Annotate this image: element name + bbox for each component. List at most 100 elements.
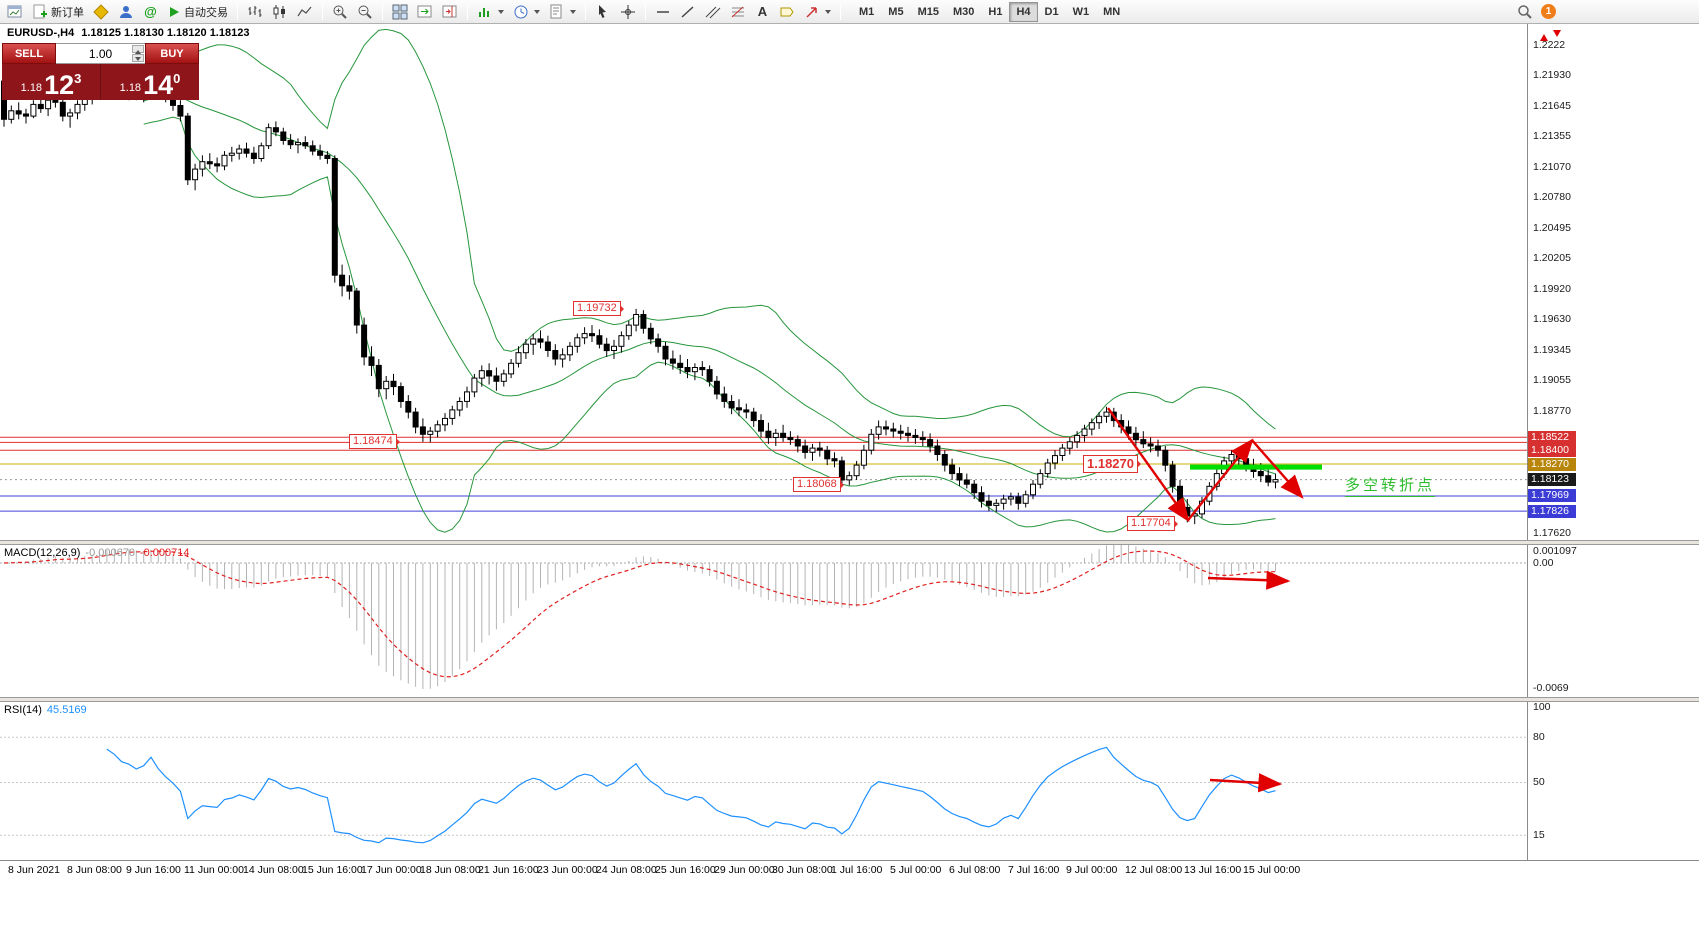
macd-panel[interactable]: MACD(12,26,9) -0.000670 -0.000714	[0, 545, 1527, 697]
price-marker: 1.17826	[1528, 505, 1576, 518]
volume-down-button[interactable]	[132, 54, 144, 62]
zoom-out-button[interactable]	[353, 1, 377, 22]
autotrading-button[interactable]: 自动交易	[163, 1, 232, 22]
new-order-button[interactable]: 新订单	[28, 1, 88, 22]
axis-label: 15	[1533, 829, 1545, 841]
axis-label: 80	[1533, 731, 1545, 743]
macd-main-value: -0.000670	[85, 547, 135, 559]
axis-label: 1.19055	[1533, 374, 1571, 386]
new-chart-icon	[7, 5, 22, 17]
timeframe-button-w1[interactable]: W1	[1072, 5, 1090, 18]
rsi-panel[interactable]: RSI(14) 45.5169	[0, 702, 1527, 860]
bid-price: 1.18 12 3	[20, 70, 82, 100]
price-axis[interactable]: 1.2222 1.21930 1.21645 1.21355 1.21070 1.2078…	[1527, 24, 1699, 878]
rsi-canvas[interactable]	[0, 702, 1527, 860]
bar-chart-button[interactable]	[243, 1, 267, 22]
scroll-up-icon[interactable]	[1540, 30, 1548, 41]
profile-button[interactable]	[114, 1, 138, 22]
time-axis-label: 9 Jun 16:00	[126, 864, 181, 876]
timeframe-button-d1[interactable]: D1	[1044, 5, 1059, 18]
axis-label: 1.21645	[1533, 100, 1571, 112]
axis-label: 1.19345	[1533, 344, 1571, 356]
toolbar: 新订单 @ 自动交易	[0, 0, 1699, 24]
volume-up-button[interactable]	[132, 45, 144, 54]
volume-input[interactable]: 1.00	[56, 43, 145, 64]
price-chart-panel[interactable]: EURUSD-,H4 1.18125 1.18130 1.18120 1.1812…	[0, 24, 1527, 540]
clock-icon	[514, 5, 528, 18]
tile-windows-button[interactable]	[388, 1, 412, 22]
new-chart-button[interactable]	[3, 1, 27, 22]
arrows-tool-button[interactable]	[800, 1, 835, 22]
bid-ask-display: 1.18 12 3 1.18 14 0	[2, 64, 199, 100]
time-axis-label: 9 Jul 00:00	[1066, 864, 1118, 876]
timeframe-button-m1[interactable]: M1	[859, 5, 875, 18]
indicators-icon	[479, 7, 489, 17]
chart-shift-button[interactable]	[438, 1, 462, 22]
time-axis-label: 8 Jun 2021	[8, 864, 60, 876]
time-axis-label: 15 Jul 00:00	[1243, 864, 1301, 876]
candlestick-icon	[273, 4, 285, 19]
crosshair-tool-button[interactable]	[616, 1, 640, 22]
text-tool-button[interactable]: A	[751, 1, 774, 22]
toolbar-separator	[840, 3, 841, 20]
mailbox-button[interactable]: @	[139, 1, 162, 22]
periods-menu-button[interactable]	[509, 1, 544, 22]
fibonacci-tool-button[interactable]	[726, 1, 750, 22]
rsi-annotation-arrow	[1209, 773, 1283, 793]
turning-point-annotation: 多空转折点	[1345, 474, 1436, 497]
price-chart-canvas[interactable]	[0, 24, 1527, 540]
person-icon	[120, 5, 132, 18]
line-chart-icon	[297, 6, 312, 16]
timeframe-button-m5[interactable]: M5	[888, 5, 904, 18]
scale-scroll-arrows[interactable]	[1540, 30, 1561, 41]
buy-button[interactable]: BUY	[145, 43, 199, 64]
panel-separator[interactable]	[0, 697, 1699, 702]
search-icon[interactable]	[1517, 4, 1533, 20]
templates-menu-button[interactable]	[545, 1, 580, 22]
toolbar-separator	[382, 3, 383, 20]
zoom-out-icon	[358, 5, 372, 19]
macd-histogram	[10, 545, 1276, 689]
axis-label: 1.20205	[1533, 252, 1571, 264]
line-chart-button[interactable]	[293, 1, 317, 22]
time-axis[interactable]: 8 Jun 2021 8 Jun 08:00 9 Jun 16:00 11 Jun 0…	[0, 860, 1699, 878]
timeframe-button-mn[interactable]: MN	[1103, 5, 1121, 18]
trendline-tool-button[interactable]	[676, 1, 700, 22]
time-axis-label: 24 Jun 08:00	[596, 864, 657, 876]
hline-tool-button[interactable]	[651, 1, 675, 22]
timeframe-button-h4[interactable]: H4	[1009, 1, 1038, 22]
rsi-levels	[0, 736, 1527, 836]
chevron-down-icon	[534, 10, 540, 17]
zoom-in-button[interactable]	[328, 1, 352, 22]
rsi-label: RSI(14) 45.5169	[4, 704, 87, 716]
channel-icon	[705, 6, 721, 18]
cursor-tool-button[interactable]	[591, 1, 615, 22]
channel-tool-button[interactable]	[701, 1, 725, 22]
chart-title: EURUSD-,H4 1.18125 1.18130 1.18120 1.1812…	[7, 27, 249, 39]
timeframe-button-m15[interactable]: M15	[917, 5, 939, 18]
timeframe-button-h1[interactable]: H1	[988, 5, 1003, 18]
trendline-icon	[681, 5, 694, 18]
panel-separator[interactable]	[0, 540, 1699, 545]
notifications-badge[interactable]: 1	[1541, 4, 1556, 19]
cursor-icon	[599, 4, 606, 18]
volume-value: 1.00	[88, 46, 113, 61]
axis-label: 1.20495	[1533, 222, 1571, 234]
candles	[1, 72, 1279, 525]
candlestick-chart-button[interactable]	[268, 1, 292, 22]
label-tool-button[interactable]	[775, 1, 799, 22]
label-icon	[780, 7, 794, 16]
mql5-community-button[interactable]	[89, 1, 113, 22]
macd-canvas[interactable]	[0, 545, 1527, 697]
indicators-menu-button[interactable]	[473, 1, 508, 22]
axis-label: 1.20780	[1533, 191, 1571, 203]
scroll-down-icon[interactable]	[1553, 30, 1561, 41]
ask-price: 1.18 14 0	[100, 64, 199, 100]
toolbar-separator	[585, 3, 586, 20]
auto-scroll-button[interactable]	[413, 1, 437, 22]
sell-button[interactable]: SELL	[2, 43, 56, 64]
timeframe-button-m30[interactable]: M30	[952, 5, 975, 18]
time-axis-label: 29 Jun 00:00	[714, 864, 775, 876]
time-axis-label: 14 Jun 08:00	[243, 864, 304, 876]
